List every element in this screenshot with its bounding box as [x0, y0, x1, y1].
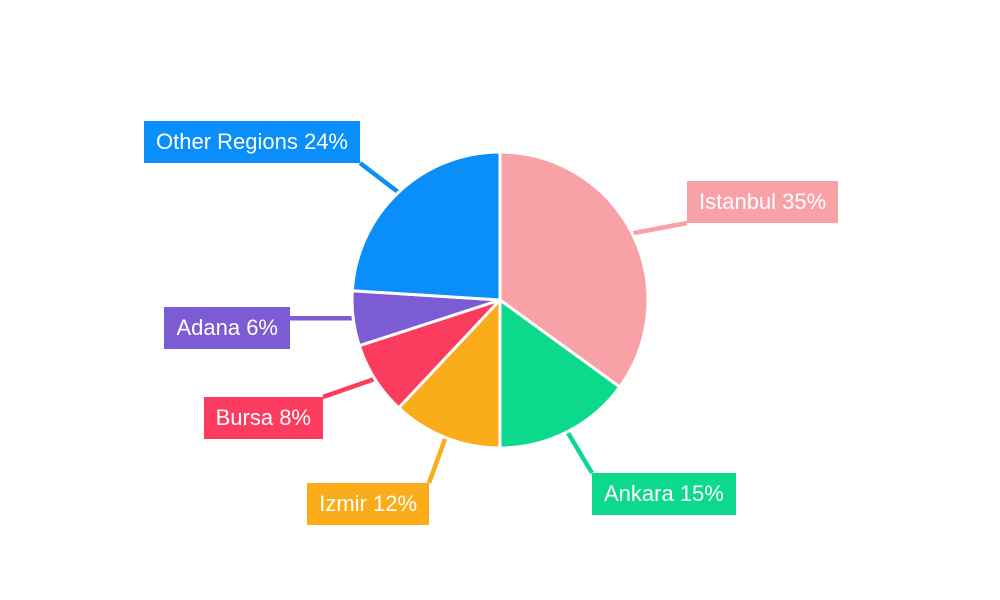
- leader-line-other-regions: [358, 161, 402, 196]
- label-istanbul: Istanbul 35%: [687, 181, 839, 223]
- label-adana: Adana 6%: [164, 307, 290, 349]
- leader-line-bursa: [322, 376, 378, 400]
- label-bursa: Bursa 8%: [203, 397, 323, 439]
- leader-line-izmir: [426, 434, 449, 484]
- label-other-regions: Other Regions 24%: [144, 121, 360, 163]
- pie-slice-izmir[interactable]: [397, 298, 502, 450]
- pie-slice-istanbul[interactable]: [498, 150, 650, 389]
- label-izmir: Izmir 12%: [307, 483, 429, 525]
- label-ankara: Ankara 15%: [592, 473, 736, 515]
- pie-slice-other-regions[interactable]: [350, 150, 502, 302]
- pie-slice-ankara[interactable]: [498, 298, 622, 450]
- leader-line-istanbul: [629, 220, 688, 236]
- leader-line-ankara: [564, 428, 594, 475]
